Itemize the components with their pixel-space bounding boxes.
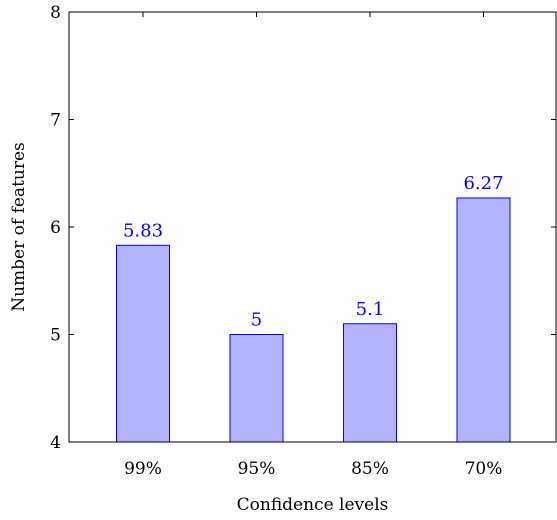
data-label-2: 5.1 xyxy=(356,299,385,320)
data-label-3: 6.27 xyxy=(463,173,503,194)
bar-3 xyxy=(456,197,511,443)
data-labels: 5.83 5 5.1 6.27 xyxy=(123,173,504,331)
y-tick-label-1: 5 xyxy=(50,326,61,346)
x-tick-label-2: 85% xyxy=(351,459,389,479)
data-label-1: 5 xyxy=(251,310,262,331)
y-axis-label: Number of features xyxy=(9,142,29,312)
bar-0 xyxy=(116,244,170,443)
x-tick-label-0: 99% xyxy=(124,459,162,479)
x-tick-label-1: 95% xyxy=(238,459,276,479)
x-tick-label-3: 70% xyxy=(465,459,503,479)
y-tick-label-0: 4 xyxy=(50,433,61,453)
data-label-0: 5.83 xyxy=(123,220,163,241)
x-axis-label: Confidence levels xyxy=(237,495,389,515)
bars xyxy=(116,197,511,443)
bar-1 xyxy=(229,334,284,443)
y-tick-label-4: 8 xyxy=(50,3,61,23)
x-tick-labels: 99% 95% 85% 70% xyxy=(124,459,502,479)
bar-2 xyxy=(343,323,397,443)
y-tick-labels: 4 5 6 7 8 xyxy=(50,3,61,453)
y-tick-label-2: 6 xyxy=(50,218,61,238)
y-tick-label-3: 7 xyxy=(50,111,61,131)
plot-frame xyxy=(68,11,557,443)
